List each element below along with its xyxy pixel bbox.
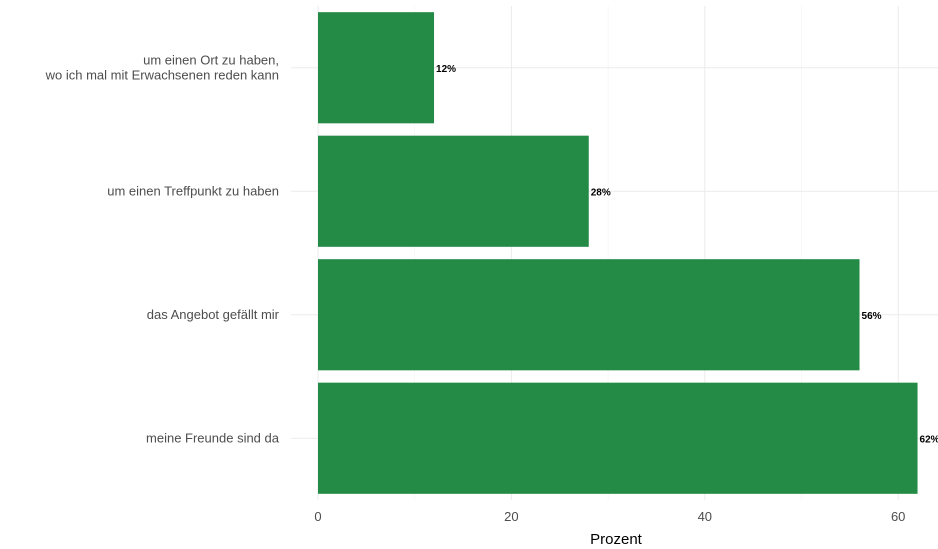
x-tick-label: 40	[698, 509, 712, 524]
category-label: um einen Ort zu haben, wo ich mal mit Erw…	[45, 52, 279, 82]
bar	[318, 382, 918, 494]
bar	[318, 259, 860, 371]
category-label: um einen Treffpunkt zu haben	[107, 183, 279, 198]
bar	[318, 12, 435, 124]
value-label: 12%	[436, 64, 456, 75]
category-labels: meine Freunde sind da das Angebot gefällt…	[45, 52, 280, 445]
category-label: meine Freunde sind da	[146, 430, 280, 445]
x-tick-label: 60	[891, 509, 905, 524]
bars	[318, 12, 918, 494]
x-tick-label: 0	[314, 509, 321, 524]
x-tick-labels: 0 20 40 60	[314, 509, 905, 524]
x-axis-title: Prozent	[590, 531, 643, 548]
x-tick-label: 20	[504, 509, 518, 524]
value-labels: 62% 56% 28% 12%	[436, 64, 938, 446]
value-label: 62%	[920, 434, 938, 445]
value-label: 28%	[591, 187, 611, 198]
category-label: das Angebot gefällt mir	[147, 307, 280, 322]
value-label: 56%	[862, 311, 882, 322]
bar	[318, 135, 589, 247]
